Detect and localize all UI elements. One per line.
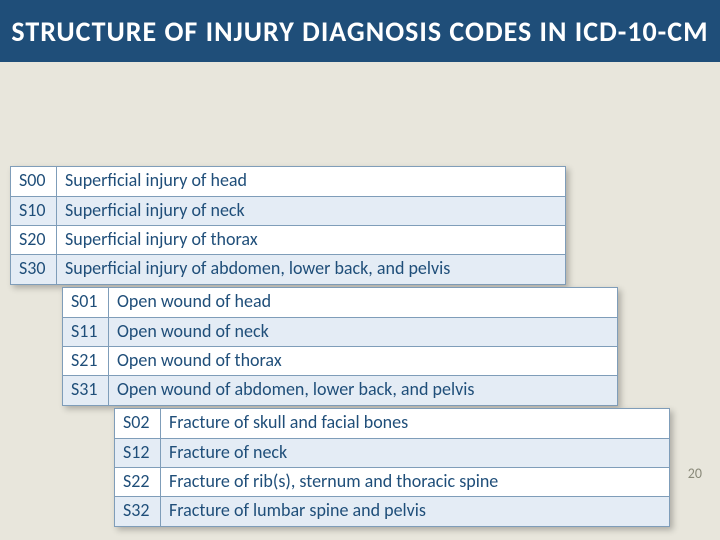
desc-cell: Fracture of rib(s), sternum and thoracic… — [161, 467, 670, 496]
desc-cell: Fracture of lumbar spine and pelvis — [161, 497, 670, 526]
tables-container: S00 Superficial injury of head S10 Super… — [0, 62, 720, 70]
table-row: S31 Open wound of abdomen, lower back, a… — [63, 376, 618, 405]
desc-cell: Open wound of neck — [109, 317, 618, 346]
code-table-2: S01 Open wound of head S11 Open wound of… — [62, 287, 618, 406]
code-cell: S32 — [115, 497, 161, 526]
code-cell: S22 — [115, 467, 161, 496]
desc-cell: Superficial injury of head — [57, 167, 566, 196]
code-cell: S31 — [63, 376, 109, 405]
desc-cell: Fracture of neck — [161, 438, 670, 467]
code-cell: S02 — [115, 409, 161, 438]
code-table-1: S00 Superficial injury of head S10 Super… — [10, 166, 566, 285]
code-cell: S21 — [63, 346, 109, 375]
code-cell: S30 — [11, 255, 57, 284]
code-cell: S11 — [63, 317, 109, 346]
table-row: S30 Superficial injury of abdomen, lower… — [11, 255, 566, 284]
table-row: S00 Superficial injury of head — [11, 167, 566, 196]
table-row: S22 Fracture of rib(s), sternum and thor… — [115, 467, 670, 496]
code-cell: S12 — [115, 438, 161, 467]
code-cell: S10 — [11, 196, 57, 225]
table-row: S12 Fracture of neck — [115, 438, 670, 467]
table-row: S10 Superficial injury of neck — [11, 196, 566, 225]
table-row: S21 Open wound of thorax — [63, 346, 618, 375]
table-row: S11 Open wound of neck — [63, 317, 618, 346]
desc-cell: Open wound of abdomen, lower back, and p… — [109, 376, 618, 405]
slide-title: STRUCTURE OF INJURY DIAGNOSIS CODES IN I… — [10, 16, 710, 48]
desc-cell: Superficial injury of thorax — [57, 225, 566, 254]
page-number: 20 — [688, 465, 702, 482]
desc-cell: Open wound of thorax — [109, 346, 618, 375]
desc-cell: Superficial injury of neck — [57, 196, 566, 225]
desc-cell: Open wound of head — [109, 288, 618, 317]
code-table-3: S02 Fracture of skull and facial bones S… — [114, 408, 670, 527]
table-row: S02 Fracture of skull and facial bones — [115, 409, 670, 438]
table-row: S20 Superficial injury of thorax — [11, 225, 566, 254]
table-row: S01 Open wound of head — [63, 288, 618, 317]
desc-cell: Superficial injury of abdomen, lower bac… — [57, 255, 566, 284]
code-cell: S01 — [63, 288, 109, 317]
code-cell: S00 — [11, 167, 57, 196]
slide-header: STRUCTURE OF INJURY DIAGNOSIS CODES IN I… — [0, 0, 720, 62]
desc-cell: Fracture of skull and facial bones — [161, 409, 670, 438]
table-row: S32 Fracture of lumbar spine and pelvis — [115, 497, 670, 526]
code-cell: S20 — [11, 225, 57, 254]
